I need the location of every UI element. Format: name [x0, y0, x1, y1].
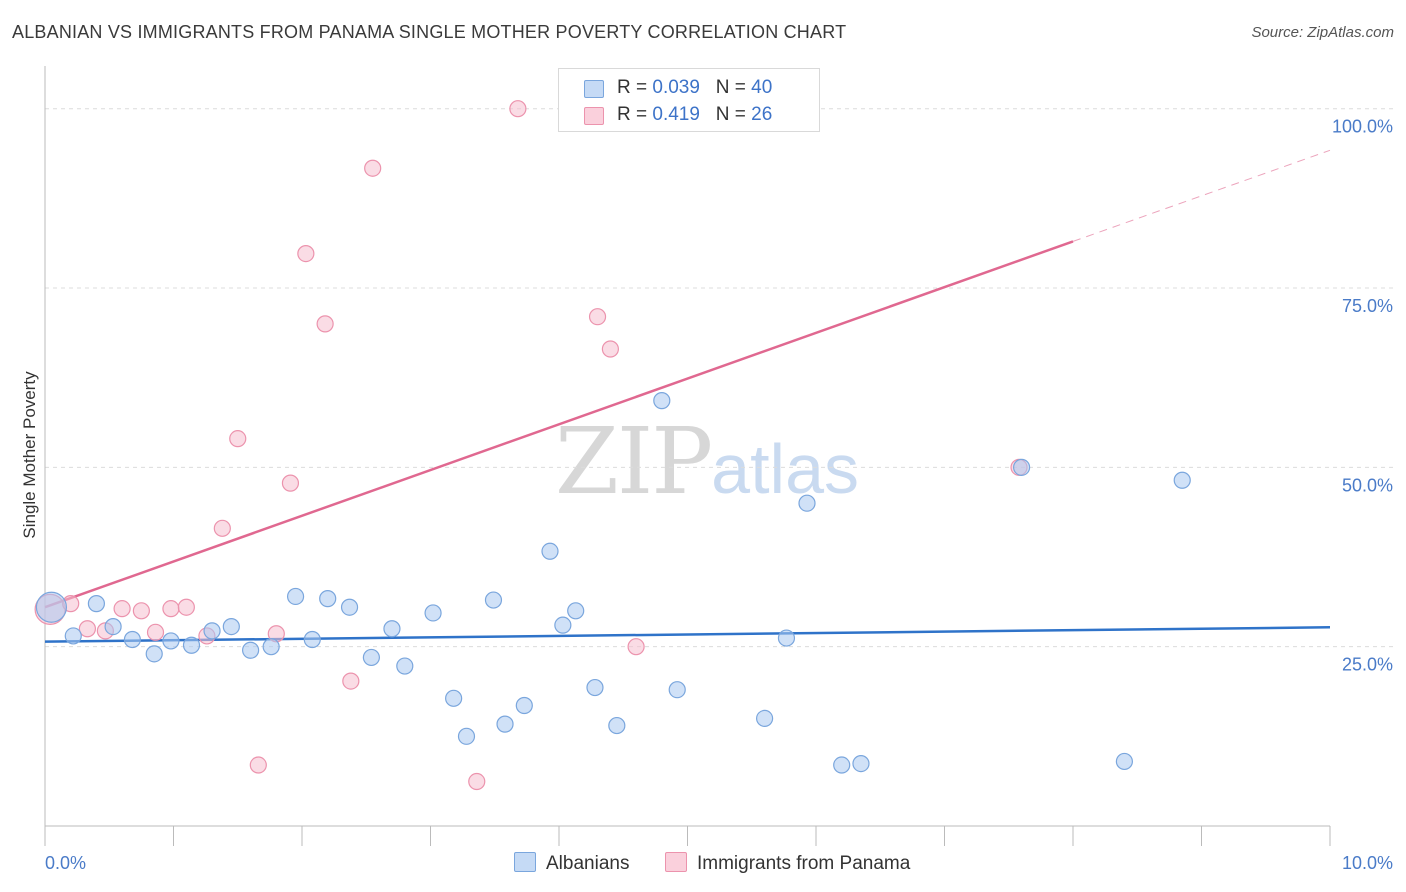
panama-point	[364, 159, 382, 177]
panama-point	[162, 600, 180, 618]
albanians-point	[340, 598, 359, 616]
albanians-point	[104, 617, 122, 636]
legend-label-panama: Immigrants from Panama	[697, 853, 911, 874]
legend-item-albanians: Albanians	[514, 852, 629, 875]
panama-trend-extension	[1072, 149, 1331, 242]
legend-label-albanians: Albanians	[546, 853, 630, 874]
albanians-point	[515, 696, 533, 715]
watermark-zip: ZIP	[555, 408, 713, 515]
albanians-point	[833, 756, 851, 774]
panama-point	[601, 340, 620, 358]
albanians-swatch	[584, 80, 604, 98]
albanians-point	[303, 630, 321, 649]
chart-title: ALBANIAN VS IMMIGRANTS FROM PANAMA SINGL…	[12, 22, 847, 42]
albanians-point	[1115, 752, 1134, 771]
albanians-point	[484, 591, 503, 609]
panama-trend-line	[44, 240, 1074, 609]
albanians-point	[586, 678, 604, 697]
grid-lines	[45, 108, 1395, 648]
panama-point	[78, 620, 97, 638]
panama-point	[316, 315, 334, 333]
albanians-point	[852, 754, 870, 773]
panama-point	[281, 474, 300, 492]
panama-legend-swatch	[665, 852, 687, 872]
legend-stats-panama: R = 0.419 N = 26	[617, 104, 773, 125]
albanians-point	[777, 629, 796, 647]
tick-labels: 25.0% 50.0% 75.0% 100.0% 0.0% 10.0%	[45, 117, 1393, 873]
panama-point	[342, 672, 360, 690]
albanians-point	[145, 645, 163, 663]
x-tick-label: 10.0%	[1342, 853, 1393, 873]
legend-stats-albanians: R = 0.039 N = 40	[617, 77, 773, 98]
albanians-legend-swatch	[514, 852, 536, 872]
albanians-point	[35, 591, 68, 623]
albanians-point	[383, 620, 401, 638]
axes	[44, 66, 1331, 846]
panama-point	[113, 600, 131, 618]
panama-swatch	[584, 107, 604, 125]
albanians-point	[668, 681, 686, 699]
albanians-point	[64, 627, 82, 645]
trend-lines	[44, 149, 1331, 643]
panama-point	[297, 244, 315, 263]
watermark-atlas: atlas	[711, 430, 860, 508]
chart-source: Source: ZipAtlas.com	[1251, 24, 1394, 41]
albanians-point	[319, 590, 337, 608]
panama-point	[213, 519, 231, 537]
albanians-point	[1173, 471, 1191, 489]
watermark: ZIPatlas	[555, 408, 859, 515]
data-points	[34, 100, 1191, 791]
albanians-point	[798, 494, 816, 512]
albanians-point	[203, 622, 221, 640]
y-tick-label: 75.0%	[1342, 296, 1393, 316]
x-tick-label: 0.0%	[45, 853, 86, 873]
panama-point	[229, 430, 247, 448]
y-tick-label: 50.0%	[1342, 475, 1393, 495]
panama-point	[588, 308, 607, 326]
albanians-point	[362, 648, 380, 667]
panama-point	[177, 598, 195, 616]
albanians-point	[424, 604, 442, 622]
y-tick-label: 100.0%	[1332, 117, 1393, 137]
panama-point	[468, 772, 486, 791]
albanians-trend-line	[44, 626, 1331, 643]
albanians-point	[286, 587, 305, 606]
albanians-point	[182, 636, 201, 654]
albanians-point	[123, 630, 141, 649]
y-tick-label: 25.0%	[1342, 655, 1393, 675]
albanians-point	[567, 602, 585, 620]
albanians-point	[396, 657, 414, 675]
albanians-point	[162, 632, 180, 650]
albanians-point	[541, 542, 559, 560]
panama-point	[146, 623, 165, 641]
albanians-point	[242, 641, 260, 659]
albanians-point	[554, 616, 572, 634]
albanians-point	[755, 709, 774, 728]
albanians-point	[222, 617, 240, 636]
panama-point	[627, 638, 645, 656]
panama-point	[249, 756, 267, 774]
albanians-point	[445, 689, 463, 707]
albanians-point	[1012, 458, 1031, 476]
panama-point	[509, 100, 527, 118]
legend-item-panama: Immigrants from Panama	[665, 852, 910, 875]
y-axis-label: Single Mother Poverty	[20, 371, 39, 539]
panama-point	[132, 602, 150, 620]
albanians-point	[608, 716, 626, 735]
albanians-point	[496, 715, 514, 733]
albanians-point	[653, 392, 671, 410]
albanians-point	[262, 638, 280, 656]
albanians-point	[457, 727, 476, 745]
albanians-point	[87, 595, 106, 613]
stats-legend: R = 0.039 N = 40 R = 0.419 N = 26	[558, 68, 820, 132]
